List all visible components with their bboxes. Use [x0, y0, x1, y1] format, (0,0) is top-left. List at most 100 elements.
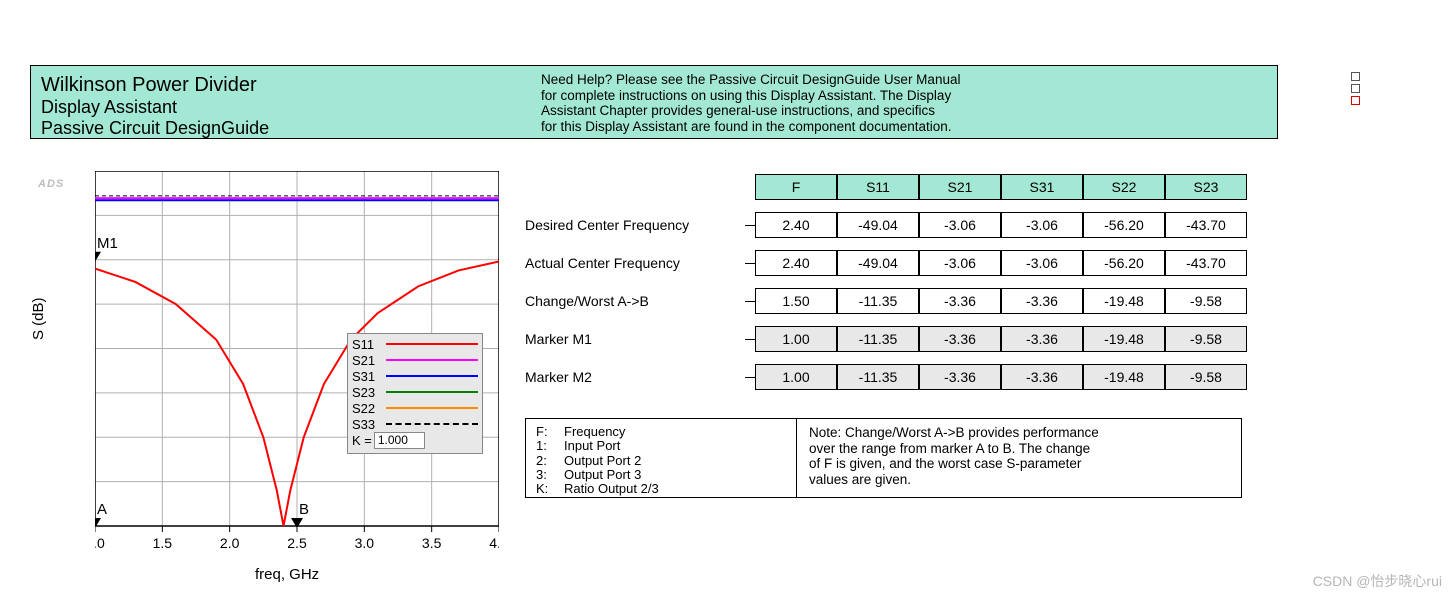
svg-text:A: A [97, 501, 107, 518]
row-connector [745, 339, 755, 340]
legend-label: S23 [352, 385, 386, 400]
row-label: Marker M1 [525, 331, 745, 347]
legend-item: S31 [352, 368, 478, 384]
legend-k-row: K = 1.000 [352, 432, 478, 449]
table-cell: -49.04 [837, 212, 919, 238]
note-row: F:Frequency [536, 425, 786, 439]
svg-text:1.0: 1.0 [95, 535, 105, 551]
note-line: values are given. [809, 472, 1229, 488]
svg-text:2.0: 2.0 [220, 535, 240, 551]
notes-box: F:Frequency1:Input Port2:Output Port 23:… [525, 418, 1242, 498]
legend-item: S33 [352, 416, 478, 432]
note-value: Output Port 2 [564, 454, 641, 468]
table-cell: -43.70 [1165, 250, 1247, 276]
legend-item: S23 [352, 384, 478, 400]
table-header-cell: S23 [1165, 174, 1247, 200]
table-cell: -49.04 [837, 250, 919, 276]
table-row: Actual Center Frequency2.40-49.04-3.06-3… [525, 250, 1247, 276]
y-axis-label: S (dB) [30, 297, 47, 340]
table-header-cell: S11 [837, 174, 919, 200]
title-line-2: Display Assistant [41, 97, 531, 118]
k-value-field[interactable]: 1.000 [374, 432, 425, 449]
table-cell: -9.58 [1165, 364, 1247, 390]
row-connector [745, 263, 755, 264]
help-line: Need Help? Please see the Passive Circui… [541, 72, 960, 88]
svg-text:3.0: 3.0 [355, 535, 375, 551]
table-cell: 2.40 [755, 250, 837, 276]
note-key: 1: [536, 439, 564, 453]
table-cell: -3.06 [1001, 212, 1083, 238]
table-cell: -3.36 [919, 364, 1001, 390]
table-header-row: FS11S21S31S22S23 [755, 174, 1247, 200]
table-cell: -9.58 [1165, 326, 1247, 352]
legend-item: S22 [352, 400, 478, 416]
table-cell: -3.36 [919, 288, 1001, 314]
change-worst-note: Note: Change/Worst A->B provides perform… [797, 419, 1241, 497]
note-line: over the range from marker A to B. The c… [809, 441, 1229, 457]
table-cell: 1.50 [755, 288, 837, 314]
table-cell: -11.35 [837, 326, 919, 352]
table-cell: -3.06 [919, 212, 1001, 238]
header-banner: Wilkinson Power Divider Display Assistan… [30, 65, 1278, 139]
table-cell: -3.36 [1001, 364, 1083, 390]
title-line-1: Wilkinson Power Divider [41, 74, 531, 97]
table-cell: -11.35 [837, 288, 919, 314]
table-header-cell: S22 [1083, 174, 1165, 200]
legend-item: S21 [352, 352, 478, 368]
table-cell: -19.48 [1083, 364, 1165, 390]
legend-swatch [386, 423, 478, 425]
legend-swatch [386, 391, 478, 393]
legend-label: S31 [352, 369, 386, 384]
legend-label: S21 [352, 353, 386, 368]
table-cell: -3.36 [1001, 288, 1083, 314]
table-row: Change/Worst A->B1.50-11.35-3.36-3.36-19… [525, 288, 1247, 314]
note-line: Note: Change/Worst A->B provides perform… [809, 425, 1229, 441]
help-text-block: Need Help? Please see the Passive Circui… [541, 66, 960, 138]
legend-label: S22 [352, 401, 386, 416]
table-header-cell: S31 [1001, 174, 1083, 200]
row-connector [745, 377, 755, 378]
row-connector [745, 301, 755, 302]
port-definitions: F:Frequency1:Input Port2:Output Port 23:… [526, 419, 797, 497]
row-connector [745, 225, 755, 226]
note-row: 2:Output Port 2 [536, 454, 786, 468]
svg-text:1.5: 1.5 [153, 535, 173, 551]
note-value: Ratio Output 2/3 [564, 482, 659, 496]
note-row: K:Ratio Output 2/3 [536, 482, 786, 496]
header-title-block: Wilkinson Power Divider Display Assistan… [31, 66, 541, 138]
table-cell: -19.48 [1083, 326, 1165, 352]
table-cell: -11.35 [837, 364, 919, 390]
help-line: Assistant Chapter provides general-use i… [541, 103, 960, 119]
row-label: Marker M2 [525, 369, 745, 385]
k-label: K = [352, 433, 372, 448]
table-cell: -3.36 [1001, 326, 1083, 352]
help-line: for complete instructions on using this … [541, 88, 960, 104]
table-cell: -3.36 [919, 326, 1001, 352]
table-cell: -43.70 [1165, 212, 1247, 238]
table-cell: 1.00 [755, 326, 837, 352]
note-value: Output Port 3 [564, 468, 641, 482]
table-cell: -56.20 [1083, 212, 1165, 238]
svg-text:4.0: 4.0 [489, 535, 499, 551]
help-line: for this Display Assistant are found in … [541, 119, 960, 135]
s-parameter-table: FS11S21S31S22S23 Desired Center Frequency… [525, 174, 1247, 390]
note-key: K: [536, 482, 564, 496]
note-value: Input Port [564, 439, 620, 453]
note-row: 3:Output Port 3 [536, 468, 786, 482]
table-row: Marker M11.00-11.35-3.36-3.36-19.48-9.58 [525, 326, 1247, 352]
row-label: Change/Worst A->B [525, 293, 745, 309]
legend-label: S11 [352, 337, 386, 352]
table-header-cell: F [755, 174, 837, 200]
title-line-3: Passive Circuit DesignGuide [41, 118, 531, 139]
csdn-watermark: CSDN @怡步晓心rui [1313, 571, 1442, 591]
legend-swatch [386, 343, 478, 345]
ads-watermark: ADS [38, 178, 64, 190]
note-row: 1:Input Port [536, 439, 786, 453]
chart-legend: S11S21S31S23S22S33K = 1.000 [347, 333, 483, 454]
legend-swatch [386, 375, 478, 377]
table-cell: -56.20 [1083, 250, 1165, 276]
row-label: Desired Center Frequency [525, 217, 745, 233]
svg-text:M1: M1 [97, 235, 118, 252]
legend-label: S33 [352, 417, 386, 432]
note-line: of F is given, and the worst case S-para… [809, 456, 1229, 472]
